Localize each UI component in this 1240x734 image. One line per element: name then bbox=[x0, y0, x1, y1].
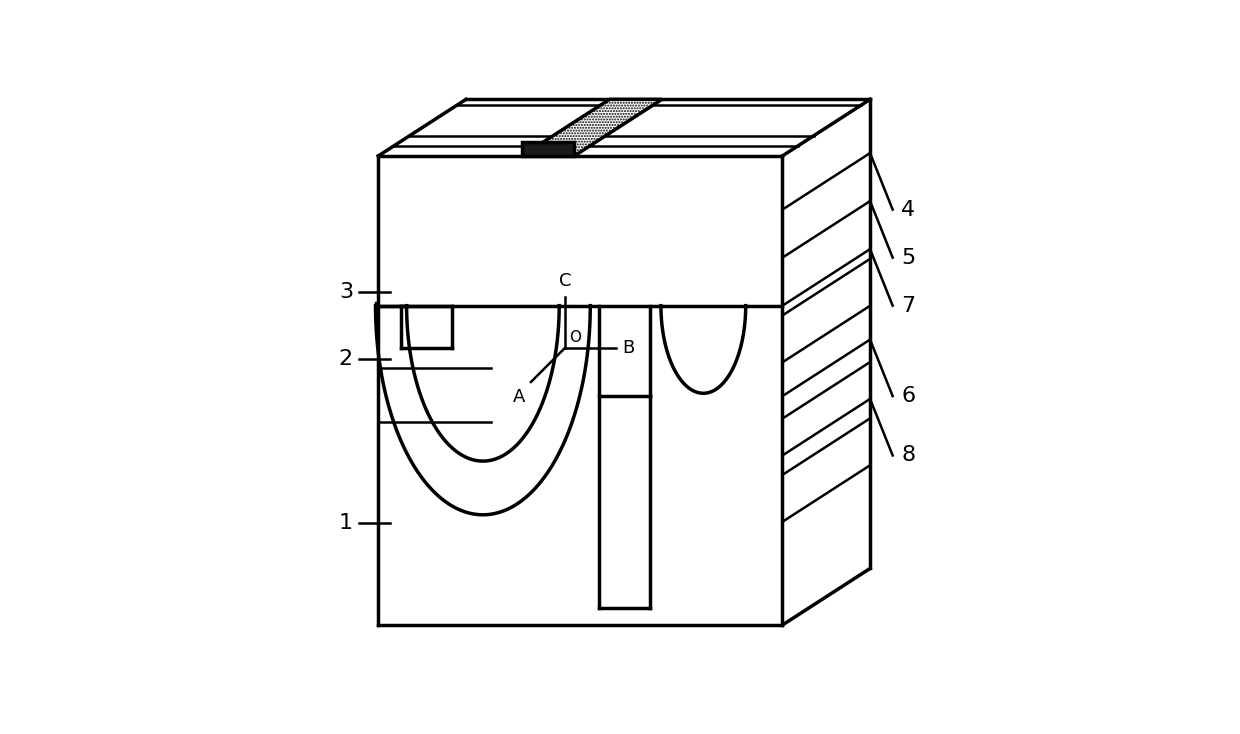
Text: 2: 2 bbox=[339, 349, 353, 369]
Text: 7: 7 bbox=[901, 296, 915, 316]
Polygon shape bbox=[522, 142, 574, 156]
Polygon shape bbox=[522, 99, 662, 156]
Text: B: B bbox=[622, 339, 635, 357]
Text: 4: 4 bbox=[901, 200, 915, 219]
Text: 6: 6 bbox=[901, 386, 915, 406]
Text: C: C bbox=[558, 272, 572, 291]
Text: 1: 1 bbox=[339, 513, 353, 534]
Text: O: O bbox=[569, 330, 582, 345]
Text: 5: 5 bbox=[901, 247, 915, 268]
Text: A: A bbox=[513, 388, 526, 406]
Text: 8: 8 bbox=[901, 446, 915, 465]
Text: 3: 3 bbox=[339, 282, 353, 302]
